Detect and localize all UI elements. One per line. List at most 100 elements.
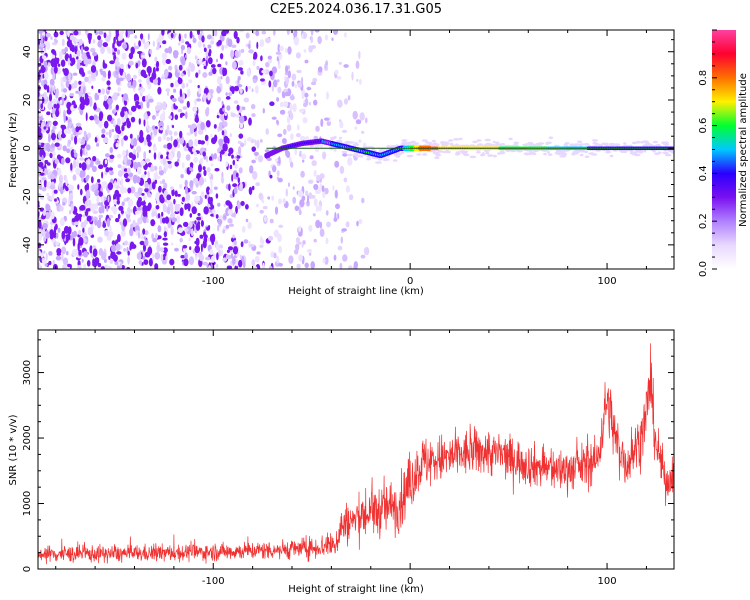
noise-speck <box>333 254 337 261</box>
noise-speck <box>278 245 283 254</box>
noise-speck <box>112 199 118 205</box>
snr-frame <box>37 329 675 570</box>
noise-speck <box>225 61 228 66</box>
noise-speck <box>249 165 254 174</box>
noise-speck <box>127 206 131 216</box>
noise-speck <box>236 155 241 159</box>
noise-speck <box>203 169 207 177</box>
y-tick-label: -40 <box>22 237 33 253</box>
noise-speck <box>123 198 127 203</box>
ridge-halo-speck <box>401 141 408 145</box>
noise-speck <box>67 199 70 206</box>
noise-speck <box>241 226 246 233</box>
noise-speck <box>150 164 154 170</box>
noise-speck <box>283 128 287 135</box>
noise-speck <box>134 192 138 197</box>
noise-speck <box>133 137 138 147</box>
noise-speck <box>187 68 191 78</box>
noise-speck <box>216 114 220 119</box>
noise-speck <box>344 32 347 38</box>
noise-speck <box>103 95 108 102</box>
ridge-halo-speck <box>472 140 478 144</box>
noise-speck <box>151 115 156 120</box>
noise-speck <box>265 128 269 135</box>
noise-speck <box>116 118 121 126</box>
noise-speck <box>229 201 232 210</box>
noise-speck <box>189 167 193 172</box>
noise-speck <box>49 184 56 190</box>
noise-speck <box>77 184 80 190</box>
noise-speck <box>290 161 294 168</box>
noise-speck <box>213 30 218 37</box>
noise-speck <box>54 38 57 42</box>
noise-speck <box>38 265 43 269</box>
noise-speck <box>90 65 97 73</box>
noise-speck <box>46 111 51 116</box>
noise-speck <box>141 95 146 102</box>
noise-speck <box>126 218 132 223</box>
noise-speck <box>170 186 174 191</box>
noise-speck <box>76 49 81 57</box>
noise-speck <box>43 55 47 60</box>
colorbar-ticks: 0.0 0.2 0.4 0.6 0.8 <box>698 29 717 277</box>
noise-speck <box>78 137 82 143</box>
noise-speck <box>233 30 238 39</box>
noise-speck <box>160 253 164 262</box>
noise-speck <box>93 105 97 110</box>
ridge-halo-speck <box>430 149 437 153</box>
noise-speck <box>283 101 289 108</box>
noise-speck <box>151 252 155 262</box>
noise-speck <box>198 254 204 262</box>
noise-speck <box>156 199 161 206</box>
noise-speck <box>45 142 51 152</box>
noise-speck <box>136 207 142 211</box>
noise-speck <box>119 77 124 82</box>
noise-speck <box>76 159 80 168</box>
noise-speck <box>221 171 224 180</box>
noise-speck <box>163 144 168 149</box>
noise-speck <box>228 183 231 191</box>
noise-speck <box>187 124 192 129</box>
noise-speck <box>45 252 48 261</box>
noise-speck <box>299 153 302 157</box>
noise-speck <box>267 196 271 200</box>
noise-speck <box>195 98 202 102</box>
noise-speck <box>276 170 280 177</box>
y-tick-label: 3000 <box>22 360 33 385</box>
noise-speck <box>263 216 267 222</box>
noise-speck <box>96 196 100 204</box>
noise-speck <box>311 81 317 86</box>
noise-speck <box>178 42 181 46</box>
noise-speck <box>248 117 252 126</box>
noise-speck <box>235 258 239 267</box>
ridge-halo-speck <box>476 139 482 142</box>
noise-speck <box>122 150 127 158</box>
noise-speck <box>136 145 142 153</box>
noise-speck <box>124 211 129 215</box>
y-tick-label: 1000 <box>22 491 33 516</box>
noise-speck <box>203 47 207 52</box>
noise-speck <box>139 240 145 246</box>
noise-speck <box>102 59 105 69</box>
noise-speck <box>138 118 141 125</box>
noise-speck <box>156 101 161 106</box>
noise-speck <box>222 107 225 112</box>
noise-speck <box>87 158 91 166</box>
noise-speck <box>67 139 72 145</box>
noise-speck <box>42 259 47 265</box>
noise-speck <box>251 159 256 164</box>
noise-speck <box>227 218 233 224</box>
noise-speck <box>121 124 125 132</box>
noise-speck <box>301 33 304 39</box>
noise-speck <box>122 43 128 50</box>
noise-speck <box>218 121 223 129</box>
noise-speck <box>103 120 109 129</box>
colorbar-tick-label: 0.4 <box>698 165 709 181</box>
noise-speck <box>79 162 82 169</box>
ridge-halo-speck <box>671 151 674 154</box>
noise-speck <box>286 124 292 132</box>
noise-speck <box>142 228 146 235</box>
noise-speck <box>70 136 74 141</box>
noise-speck <box>182 244 188 249</box>
noise-speck <box>168 115 173 120</box>
